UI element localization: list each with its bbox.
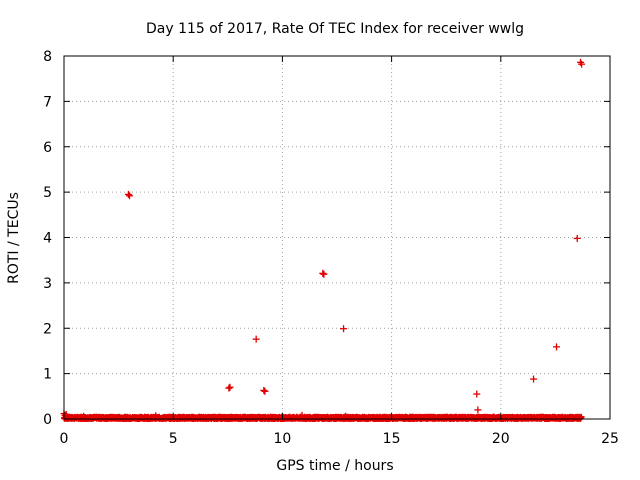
y-tick-labels: 0 1 2 3 4 5 6 7 8 xyxy=(43,49,52,428)
data-point xyxy=(252,335,260,343)
x-tick-label: 25 xyxy=(601,431,619,447)
data-point xyxy=(573,234,581,242)
data-point xyxy=(319,269,327,277)
y-tick-label: 2 xyxy=(43,321,52,337)
data-point xyxy=(340,325,348,333)
y-axis-label: ROTI / TECUs xyxy=(6,192,22,284)
data-point xyxy=(226,383,234,391)
y-tick-label: 3 xyxy=(43,276,52,292)
y-tick-label: 4 xyxy=(43,231,52,247)
data-point xyxy=(225,384,233,392)
y-tick-label: 1 xyxy=(43,367,52,383)
x-tick-label: 20 xyxy=(492,431,510,447)
data-point xyxy=(320,270,328,278)
x-tick-label: 5 xyxy=(169,431,178,447)
y-tick-label: 8 xyxy=(43,49,52,65)
y-tick-label: 6 xyxy=(43,140,52,156)
y-tick-label: 7 xyxy=(43,94,52,110)
data-point xyxy=(124,190,132,198)
data-point xyxy=(473,390,481,398)
data-point xyxy=(261,387,269,395)
data-points xyxy=(60,58,586,420)
y-tick-label: 5 xyxy=(43,185,52,201)
x-tick-label: 10 xyxy=(273,431,291,447)
data-point xyxy=(552,343,560,351)
y-tick-label: 0 xyxy=(43,412,52,428)
grid-lines xyxy=(64,56,610,419)
x-tick-label: 15 xyxy=(383,431,401,447)
baseline-points xyxy=(61,413,585,422)
x-tick-labels: 0 5 10 15 20 25 xyxy=(60,431,619,447)
x-axis-label: GPS time / hours xyxy=(276,458,393,474)
data-point xyxy=(260,386,268,394)
data-point xyxy=(474,406,482,414)
x-tick-label: 0 xyxy=(60,431,69,447)
chart-title: Day 115 of 2017, Rate Of TEC Index for r… xyxy=(146,21,524,37)
data-point xyxy=(530,375,538,383)
data-point xyxy=(126,192,134,200)
